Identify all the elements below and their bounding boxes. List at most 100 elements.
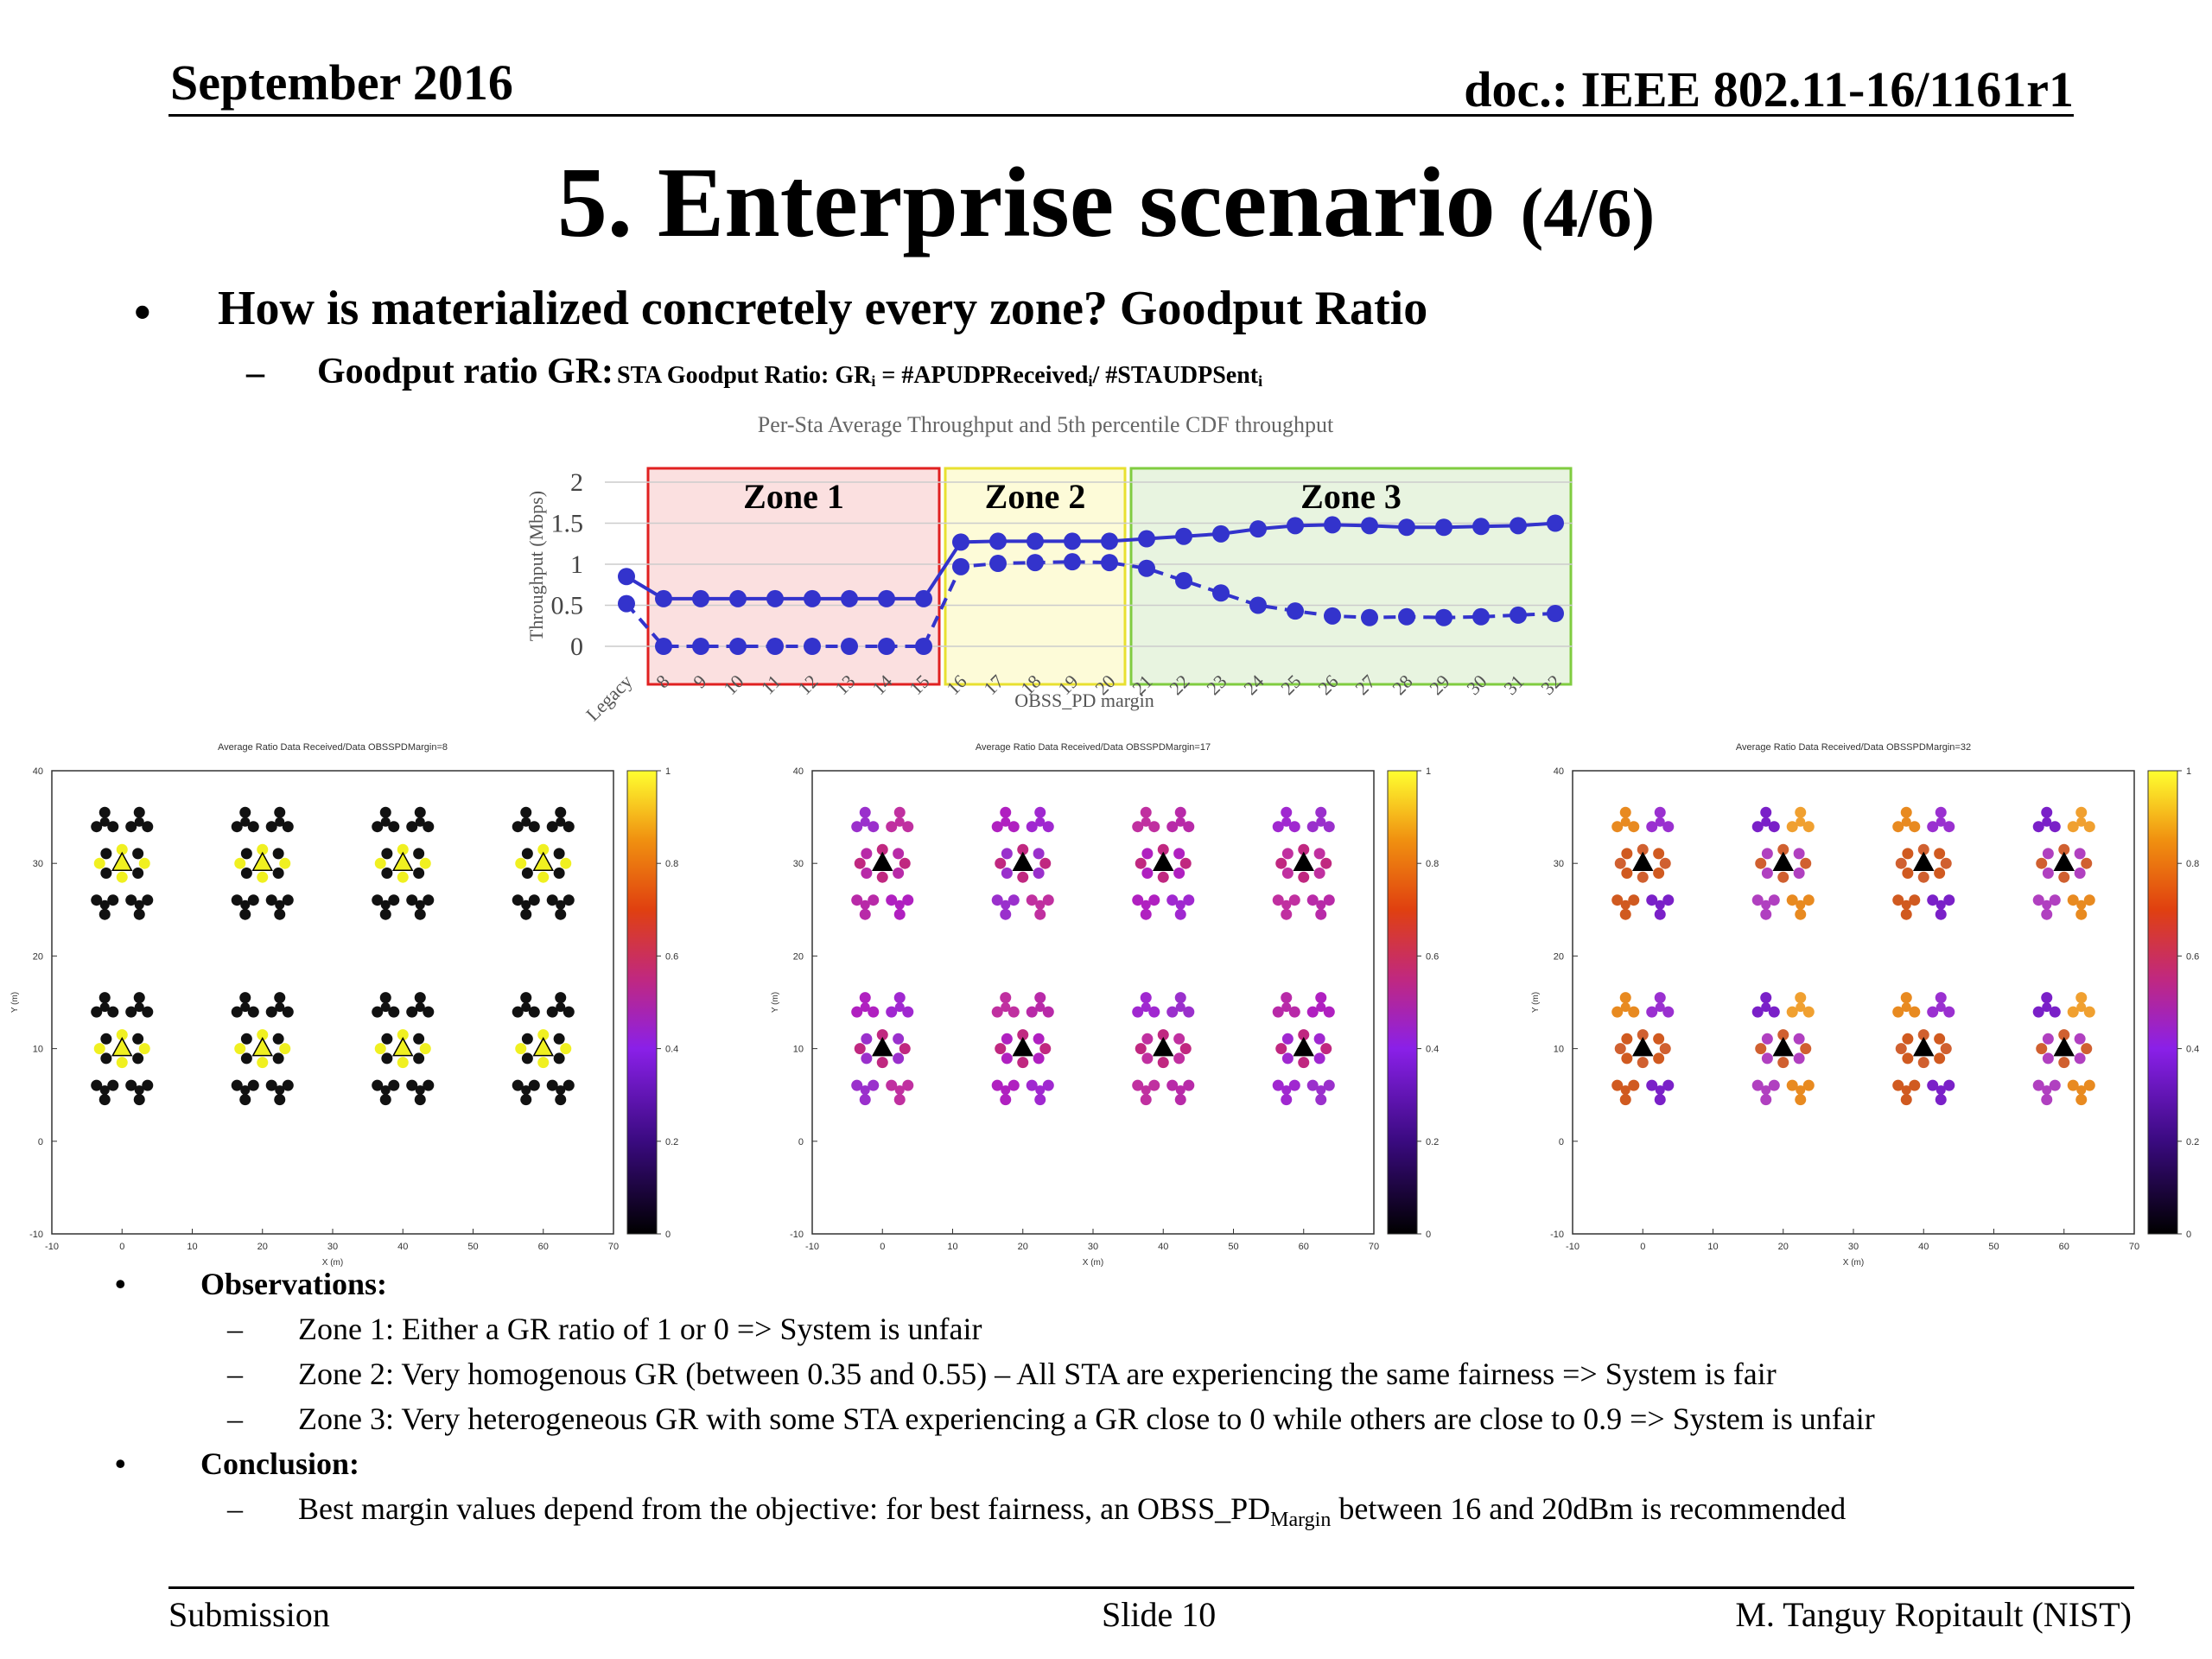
station-marker <box>1166 821 1179 833</box>
station-marker <box>1901 817 1911 827</box>
station-marker <box>1760 992 1772 1004</box>
header-rule <box>168 114 2074 117</box>
colorbar-tick-label: 0.2 <box>665 1137 678 1147</box>
access-point-marker <box>871 851 893 871</box>
station-marker <box>1174 1094 1186 1106</box>
station-marker <box>414 908 426 920</box>
station-marker <box>851 821 863 833</box>
station-marker <box>99 992 111 1004</box>
station-marker <box>1007 894 1020 906</box>
station-marker <box>1800 857 1812 869</box>
station-marker <box>2074 868 2086 880</box>
station-marker <box>1796 1002 1806 1013</box>
station-marker <box>1323 821 1335 833</box>
station-marker <box>240 1052 252 1065</box>
station-marker <box>2067 1006 2079 1018</box>
station-marker <box>1614 1043 1626 1055</box>
station-marker <box>1042 821 1054 833</box>
station-marker <box>1900 1094 1912 1106</box>
station-marker <box>1281 899 1292 910</box>
heatmap-title: Average Ratio Data Received/Data OBSSPDM… <box>218 742 448 753</box>
zone-box-3 <box>1129 467 1573 686</box>
colorbar-tick-label: 1 <box>665 766 671 777</box>
station-marker <box>1900 806 1912 818</box>
station-marker <box>2074 1033 2086 1045</box>
station-marker <box>1183 1079 1195 1091</box>
station-marker <box>1802 894 1815 906</box>
station-marker <box>1637 843 1649 855</box>
station-marker <box>1323 1006 1335 1018</box>
x-tick-label: 0 <box>1640 1242 1645 1252</box>
station-marker <box>1628 821 1640 833</box>
bullet-question: How is materialized concretely every zon… <box>218 282 1428 335</box>
station-marker <box>1272 894 1284 906</box>
station-marker <box>1620 817 1630 827</box>
station-marker <box>528 1006 540 1018</box>
station-marker <box>231 1006 243 1018</box>
station-marker <box>1281 1094 1293 1106</box>
station-marker <box>1140 908 1152 920</box>
station-marker <box>279 857 291 869</box>
station-marker <box>1611 894 1624 906</box>
station-marker <box>2083 894 2095 906</box>
station-marker <box>553 1033 565 1045</box>
station-marker <box>876 843 888 855</box>
y-tick-label: 20 <box>793 951 804 962</box>
station-marker <box>1173 1052 1185 1065</box>
station-marker <box>1909 894 1921 906</box>
x-tick-label: 20 <box>257 1242 268 1252</box>
station-marker <box>2049 1006 2061 1018</box>
y-tick-label: 10 <box>793 1045 804 1055</box>
x-tick-label: 70 <box>608 1242 619 1252</box>
station-marker <box>553 1052 565 1065</box>
station-marker <box>1026 1079 1038 1091</box>
station-marker <box>851 1006 863 1018</box>
station-marker <box>546 821 558 833</box>
station-marker <box>1795 806 1807 818</box>
station-marker <box>1288 821 1300 833</box>
station-marker <box>1761 848 1773 860</box>
station-marker <box>886 894 898 906</box>
station-marker <box>275 817 285 827</box>
station-marker <box>381 868 393 880</box>
station-marker <box>372 894 384 906</box>
station-marker <box>859 806 871 818</box>
y-tick-label: 0 <box>38 1137 43 1147</box>
access-point-marker <box>251 851 274 871</box>
access-point-marker <box>1152 851 1174 871</box>
series-point-dashed <box>1101 554 1118 572</box>
formula-sub-3: i <box>1258 372 1263 391</box>
station-marker <box>372 1079 384 1091</box>
dash-marker: – <box>246 353 264 393</box>
series-point-dashed <box>1212 584 1230 602</box>
station-marker <box>1751 1006 1764 1018</box>
station-marker <box>423 894 435 906</box>
station-marker <box>2081 1043 2093 1055</box>
series-point-solid <box>804 589 821 607</box>
series-point-solid <box>618 568 635 586</box>
station-marker <box>2036 1043 2048 1055</box>
bss-cluster <box>1132 806 1195 920</box>
station-marker <box>1934 1052 1946 1065</box>
y-tick-label: 30 <box>793 859 804 869</box>
station-marker <box>1935 1094 1947 1106</box>
station-marker <box>1761 1052 1773 1065</box>
station-marker <box>1000 992 1012 1004</box>
station-marker <box>1892 894 1904 906</box>
series-point-dashed <box>989 555 1007 573</box>
station-marker <box>1173 868 1185 880</box>
station-marker <box>374 857 386 869</box>
station-marker <box>553 868 565 880</box>
bss-cluster <box>1611 992 1675 1106</box>
station-marker <box>1940 1043 1952 1055</box>
station-marker <box>2032 894 2044 906</box>
station-marker <box>275 1002 285 1013</box>
station-marker <box>2076 1002 2087 1013</box>
station-marker <box>861 868 873 880</box>
station-marker <box>2076 817 2087 827</box>
station-marker <box>380 1085 391 1096</box>
station-marker <box>1943 894 1955 906</box>
station-marker <box>1934 848 1946 860</box>
station-marker <box>2049 894 2061 906</box>
access-point-marker <box>532 1037 555 1057</box>
